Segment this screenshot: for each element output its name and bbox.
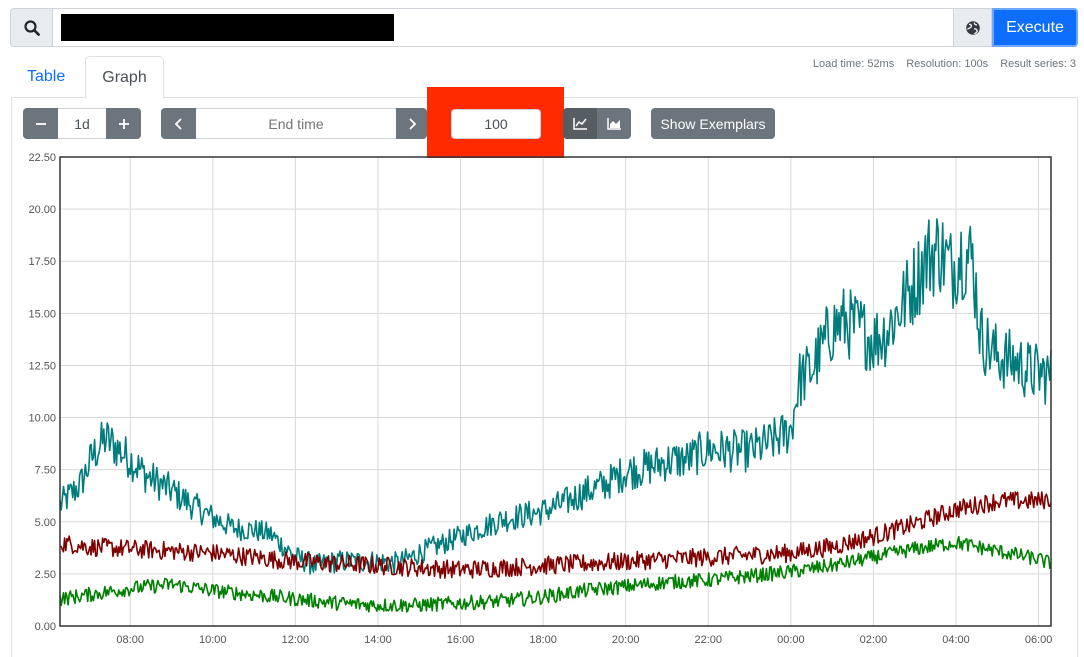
x-tick-label: 06:00 xyxy=(1025,634,1053,646)
range-decrease-button[interactable] xyxy=(23,108,58,139)
expression-input[interactable] xyxy=(61,14,394,41)
series-line-2 xyxy=(59,491,1052,580)
y-tick-label: 0.00 xyxy=(35,621,56,633)
y-tick-label: 17.50 xyxy=(28,256,56,268)
x-tick-label: 20:00 xyxy=(612,634,640,646)
x-tick-label: 12:00 xyxy=(282,634,310,646)
chevron-left-icon xyxy=(174,117,182,130)
execute-button[interactable]: Execute xyxy=(992,8,1078,47)
end-time-control xyxy=(161,108,427,139)
x-tick-label: 14:00 xyxy=(364,634,392,646)
chevron-right-icon xyxy=(408,117,416,130)
x-tick-label: 04:00 xyxy=(942,634,970,646)
line-chart-button[interactable] xyxy=(563,108,597,139)
tab-graph[interactable]: Graph xyxy=(85,56,164,99)
expression-field-wrapper xyxy=(53,8,954,47)
search-icon xyxy=(23,19,40,36)
x-tick-label: 18:00 xyxy=(529,634,557,646)
minus-icon xyxy=(35,122,46,125)
show-exemplars-button[interactable]: Show Exemplars xyxy=(651,108,775,139)
view-tabs: Table Graph xyxy=(11,56,164,99)
x-tick-label: 10:00 xyxy=(199,634,227,646)
x-tick-label: 00:00 xyxy=(777,634,805,646)
metrics-explorer-button[interactable] xyxy=(954,8,992,47)
y-tick-label: 22.50 xyxy=(28,152,56,164)
end-time-input[interactable] xyxy=(196,108,396,139)
x-tick-label: 02:00 xyxy=(860,634,888,646)
range-increase-button[interactable] xyxy=(106,108,141,139)
x-tick-label: 08:00 xyxy=(116,634,144,646)
load-time-stat: Load time: 52ms xyxy=(812,58,895,70)
series-line-1 xyxy=(59,218,1052,575)
y-tick-label: 10.00 xyxy=(28,413,56,425)
query-stats: Load time: 52ms Resolution: 100s Result … xyxy=(813,58,1076,70)
globe-icon xyxy=(965,20,980,35)
area-chart-icon xyxy=(606,118,621,130)
y-tick-label: 5.00 xyxy=(35,517,56,529)
line-chart-icon xyxy=(572,118,587,130)
range-input[interactable] xyxy=(58,108,106,139)
y-tick-label: 20.00 xyxy=(28,204,56,216)
x-tick-label: 22:00 xyxy=(695,634,723,646)
stacked-chart-button[interactable] xyxy=(597,108,631,139)
plot-frame xyxy=(59,156,1052,627)
end-time-back-button[interactable] xyxy=(161,108,196,139)
query-bar: Execute xyxy=(10,8,1078,47)
resolution-stat: Resolution: 100s xyxy=(906,58,989,70)
y-tick-label: 12.50 xyxy=(28,360,56,372)
resolution-input[interactable] xyxy=(451,109,541,139)
series-line-3 xyxy=(59,535,1052,613)
y-tick-label: 2.50 xyxy=(35,569,56,581)
end-time-forward-button[interactable] xyxy=(396,108,427,139)
search-addon xyxy=(10,8,53,47)
chart-type-toggle xyxy=(563,108,631,139)
tab-table[interactable]: Table xyxy=(27,68,66,85)
y-tick-label: 15.00 xyxy=(28,308,56,320)
y-tick-label: 7.50 xyxy=(35,465,56,477)
result-series-stat: Result series: 3 xyxy=(1000,58,1076,70)
x-tick-label: 16:00 xyxy=(447,634,475,646)
range-control xyxy=(23,108,141,139)
plus-icon xyxy=(118,118,129,129)
